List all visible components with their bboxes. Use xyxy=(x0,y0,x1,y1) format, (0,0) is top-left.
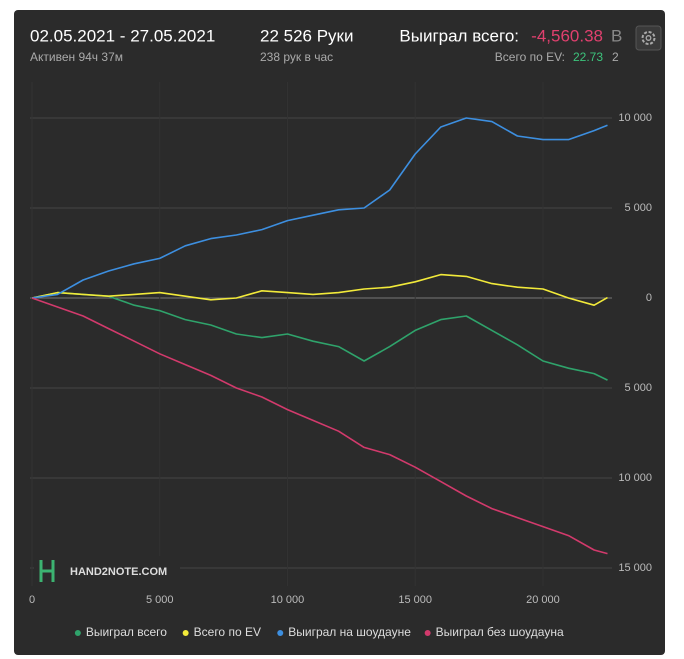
panel xyxy=(14,10,665,655)
series-line xyxy=(31,297,608,555)
y-tick-label: 10 000 xyxy=(618,472,652,484)
series-line xyxy=(31,273,608,306)
watermark: HAND2NOTE.COM xyxy=(34,556,180,588)
date-range: 02.05.2021 - 27.05.2021 xyxy=(30,26,215,45)
series-line xyxy=(31,291,608,381)
legend-marker xyxy=(74,630,81,636)
hands-rate: 238 рук в час xyxy=(260,50,333,64)
legend-label: Выиграл всего xyxy=(86,625,167,639)
ev-value: 22.73 xyxy=(573,50,603,64)
hands: 22 526 Руки xyxy=(260,26,354,45)
y-tick-label: 5 000 xyxy=(624,382,652,394)
watermark-text: HAND2NOTE.COM xyxy=(70,566,167,578)
cut-value: 2 xyxy=(612,50,619,64)
x-tick-label: 15 000 xyxy=(398,594,432,606)
y-tick-label: 5 000 xyxy=(624,202,652,214)
legend-label: Выиграл на шоудауне xyxy=(288,625,411,639)
won-value: -4,560.38 xyxy=(531,26,603,45)
legend-marker xyxy=(424,630,431,636)
series-line xyxy=(31,117,608,299)
y-tick-label: 10 000 xyxy=(618,112,652,124)
settings-button[interactable] xyxy=(635,25,662,51)
x-tick-label: 10 000 xyxy=(271,594,305,606)
legend-label: Всего по EV xyxy=(194,625,261,639)
y-tick-label: 0 xyxy=(646,292,652,304)
legend: Выиграл всего Всего по EV Выиграл на шоуда… xyxy=(74,625,564,639)
cut-label: В xyxy=(611,26,622,45)
x-tick-label: 20 000 xyxy=(526,594,560,606)
y-tick-label: 15 000 xyxy=(618,562,652,574)
active-time: Активен 94ч 37м xyxy=(30,50,123,64)
legend-marker xyxy=(182,630,189,636)
ev-label: Всего по EV: xyxy=(495,50,565,64)
legend-marker xyxy=(277,630,284,636)
x-tick-label: 5 000 xyxy=(146,594,174,606)
x-tick-label: 0 xyxy=(29,594,35,606)
won-label: Выиграл всего: xyxy=(399,26,519,45)
legend-label: Выиграл без шоудауна xyxy=(436,625,564,639)
